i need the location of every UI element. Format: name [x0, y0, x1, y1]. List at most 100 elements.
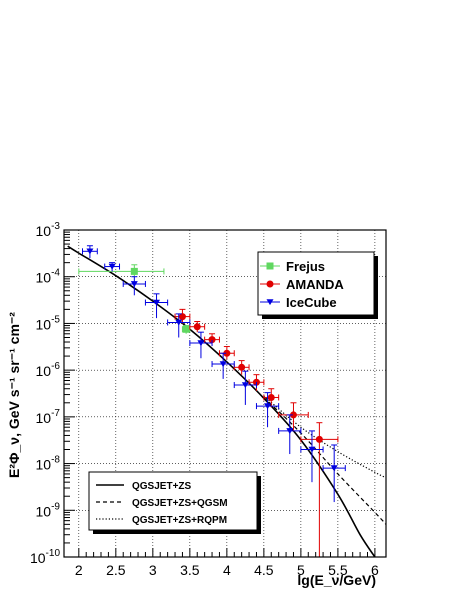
amanda-marker [223, 349, 231, 357]
amanda-marker [208, 336, 216, 344]
x-tick-label: 4.5 [254, 562, 274, 578]
y-tick-base: 10 [36, 457, 52, 473]
icecube-point [144, 293, 169, 319]
icecube-marker [153, 299, 161, 306]
y-tick-base: 10 [30, 550, 46, 566]
y-tick-base: 10 [36, 503, 52, 519]
amanda-point [189, 320, 206, 333]
y-tick-exponent: -4 [51, 268, 60, 279]
y-tick-exponent: -6 [51, 361, 60, 372]
x-tick-label: 5.5 [328, 562, 348, 578]
icecube-marker [330, 465, 338, 472]
legend-entry-qgsjet-zs-rqpm: QGSJET+ZS+RQPM [96, 515, 227, 526]
axis-ticks: 2 2.5 3 3.5 4 4.5 5 5.5 610-1010-910-810-710-610… [30, 221, 379, 578]
y-tick-label: 10-9 [36, 501, 61, 519]
y-tick-label: 10-7 [36, 408, 61, 426]
legend-entry-qgsjet-zs-qgsm: QGSJET+ZS+QGSM [96, 498, 228, 509]
legend-icecube-marker [266, 299, 274, 306]
x-tick-label: 5 [297, 562, 305, 578]
amanda-marker [238, 363, 246, 371]
y-tick-label: 10-6 [36, 361, 61, 379]
x-tick-label: 2.5 [106, 562, 126, 578]
icecube-marker [219, 361, 227, 368]
y-tick-label: 10-10 [30, 548, 60, 566]
y-tick-label: 10-8 [36, 455, 61, 473]
y-axis-title-text: E²Φ_ν, GeV s⁻¹ sr⁻¹ cm⁻² [6, 312, 22, 478]
y-tick-label: 10-4 [36, 268, 61, 286]
icecube-marker [130, 281, 138, 288]
marker-legend: Frejus AMANDA IceCube [257, 251, 378, 319]
y-tick-base: 10 [36, 410, 52, 426]
x-axis-title: lg(E_ν/GeV) [297, 572, 376, 588]
frejus-marker [130, 267, 138, 275]
y-tick-exponent: -8 [51, 455, 60, 466]
icecube-point [300, 430, 324, 483]
amanda-point [233, 360, 250, 375]
data-points [78, 245, 346, 557]
y-tick-exponent: -7 [51, 408, 60, 419]
icecube-marker [286, 428, 294, 435]
legend-qgsjet-zs-qgsm-label: QGSJET+ZS+QGSM [132, 498, 228, 509]
icecube-marker [108, 263, 116, 270]
icecube-point [189, 331, 213, 359]
legend-entry-qgsjet-zs: QGSJET+ZS [96, 481, 192, 492]
legend-qgsjet-zs-rqpm-label: QGSJET+ZS+RQPM [132, 515, 227, 526]
y-tick-base: 10 [36, 270, 52, 286]
icecube-point [122, 276, 146, 296]
x-tick-label: 4 [223, 562, 231, 578]
x-tick-label: 3 [149, 562, 157, 578]
x-tick-label: 6 [371, 562, 379, 578]
frejus-point [78, 264, 165, 277]
amanda-point [278, 402, 309, 431]
amanda-marker [315, 435, 323, 443]
frejus-marker [182, 325, 190, 333]
y-tick-exponent: -3 [51, 221, 60, 232]
icecube-point [233, 370, 257, 405]
y-tick-exponent: -10 [46, 548, 61, 559]
x-tick-label: 3.5 [180, 562, 200, 578]
icecube-point [104, 262, 121, 272]
y-tick-base: 10 [36, 316, 52, 332]
icecube-marker [264, 403, 272, 410]
icecube-point [278, 414, 302, 455]
icecube-marker [241, 382, 249, 389]
icecube-point [255, 392, 280, 428]
legend-entry-icecube: IceCube [260, 295, 337, 310]
icecube-point [82, 245, 98, 259]
y-tick-base: 10 [36, 363, 52, 379]
x-tick-label: 2 [75, 562, 83, 578]
curve-qgsjet-zs-rqpm [263, 395, 387, 479]
legend-entry-amanda: AMANDA [260, 277, 344, 292]
legend-icecube-label: IceCube [286, 295, 337, 310]
icecube-point [211, 352, 235, 379]
y-tick-exponent: -5 [51, 314, 60, 325]
icecube-marker [308, 446, 316, 453]
icecube-point [167, 313, 191, 338]
legend-frejus-label: Frejus [286, 259, 325, 274]
y-tick-base: 10 [36, 223, 52, 239]
icecube-marker [175, 319, 183, 326]
legend-amanda-label: AMANDA [286, 277, 344, 292]
icecube-point [322, 444, 346, 503]
legend-entry-frejus: Frejus [260, 259, 325, 274]
y-axis-title: E²Φ_ν, GeV s⁻¹ sr⁻¹ cm⁻² [6, 312, 22, 478]
y-tick-exponent: -9 [51, 501, 60, 512]
curve-qgsjet-zs-qgsm [263, 397, 387, 525]
amanda-marker [193, 323, 201, 331]
frejus-point [181, 325, 191, 334]
x-axis-title-text: lg(E_ν/GeV) [297, 572, 376, 588]
legend-amanda-marker [266, 280, 274, 288]
amanda-point [300, 422, 339, 557]
amanda-marker [267, 393, 275, 401]
amanda-marker [178, 313, 186, 321]
amanda-point [263, 388, 280, 408]
icecube-marker [86, 248, 94, 255]
y-tick-label: 10-5 [36, 314, 61, 332]
icecube-marker [197, 340, 205, 347]
plot-frame [63, 229, 387, 558]
amanda-point [174, 308, 191, 324]
curve-legend: QGSJET+ZS QGSJET+ZS+QGSM QGSJET+ZS+RQPM [88, 471, 261, 534]
amanda-marker [289, 411, 297, 419]
legend-frejus-marker [266, 262, 274, 270]
